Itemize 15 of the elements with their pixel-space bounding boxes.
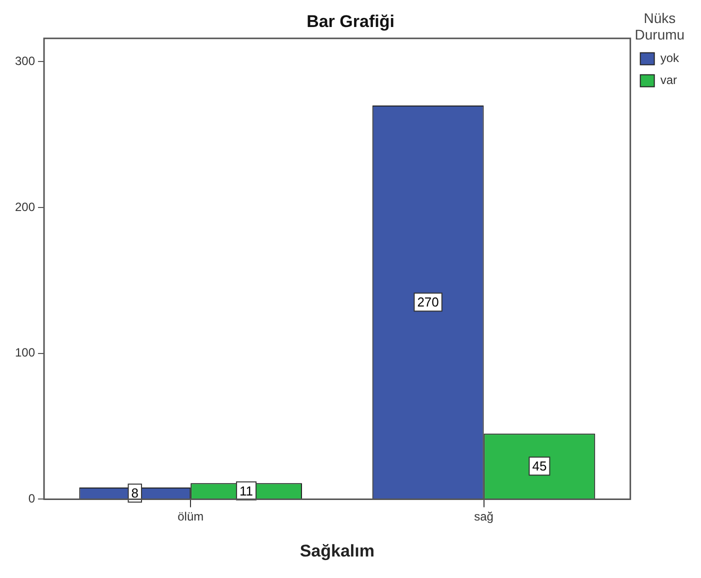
x-tick-label: sağ — [474, 510, 494, 524]
x-axis-title: Sağkalım — [300, 541, 374, 560]
y-tick-label: 200 — [14, 200, 36, 214]
data-label: 11 — [240, 484, 254, 499]
data-label: 45 — [532, 458, 547, 474]
y-tick-label: 300 — [14, 54, 36, 68]
y-tick-label: 100 — [14, 346, 36, 360]
x-tick-label: ölüm — [178, 510, 204, 524]
legend-label: var — [660, 73, 677, 88]
legend-title: Nüks Durumu — [634, 10, 685, 43]
data-label: 270 — [417, 294, 439, 310]
data-label: 8 — [131, 486, 139, 501]
chart-title: Bar Grafiği — [306, 12, 394, 31]
legend-label: yok — [660, 51, 680, 66]
y-tick-label: 0 — [28, 492, 36, 506]
